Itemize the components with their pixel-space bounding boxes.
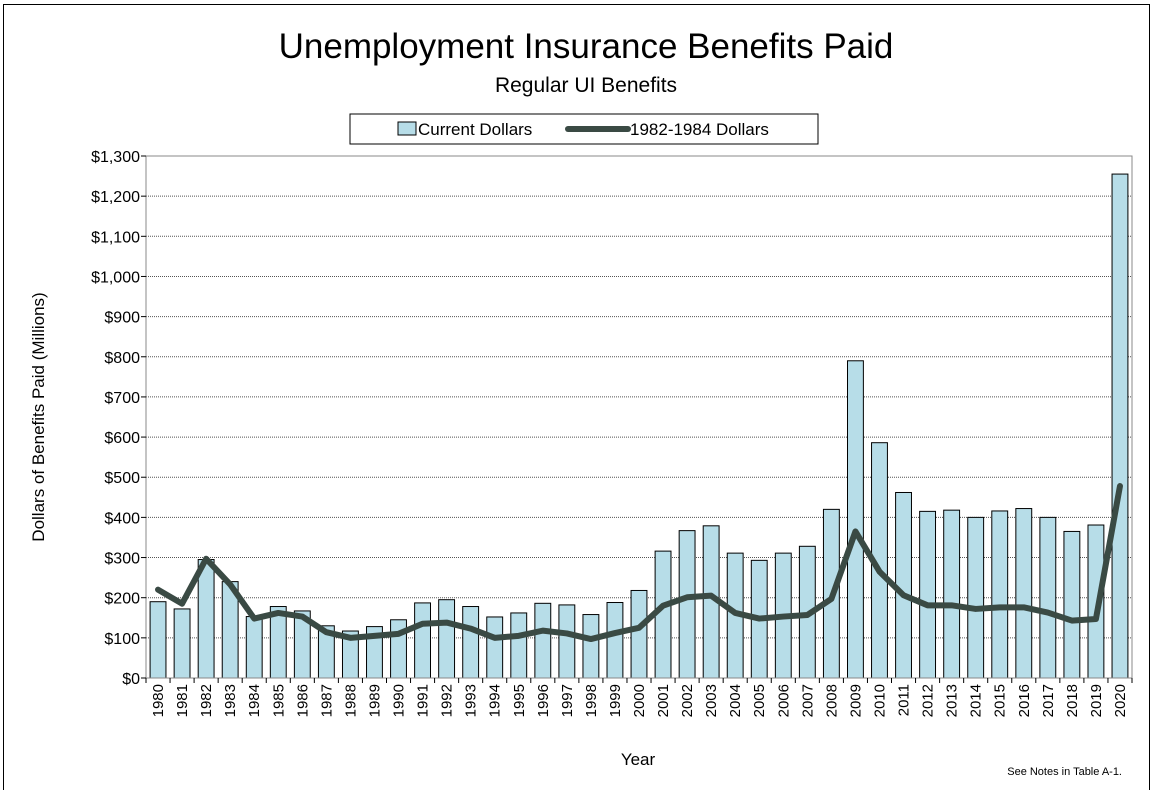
bar-2014 (967, 516, 985, 679)
x-tick-label: 2006 (775, 684, 792, 717)
x-tick-label: 1994 (487, 684, 504, 717)
bar-1999 (606, 602, 624, 679)
x-tick-label: 1998 (583, 684, 600, 717)
x-tick-label: 1992 (439, 684, 456, 717)
bar-1981 (173, 608, 191, 679)
x-tick-label: 1981 (174, 684, 191, 717)
y-tick-label: $1,200 (91, 189, 140, 206)
x-tick-label: 1983 (222, 684, 239, 717)
bar-2013 (943, 509, 961, 679)
x-tick-label: 1986 (294, 684, 311, 717)
y-tick-label: $900 (104, 310, 140, 327)
chart-subtitle: Regular UI Benefits (495, 74, 677, 97)
x-tick-label: 2010 (871, 684, 888, 717)
bar-1996 (534, 602, 552, 679)
bar-2009 (847, 360, 864, 679)
x-tick-label: 1989 (366, 684, 383, 717)
legend-label-current-dollars: Current Dollars (418, 120, 532, 139)
bar-2011 (895, 491, 912, 679)
x-tick-label: 2001 (655, 684, 672, 717)
bar-1994 (486, 616, 504, 679)
gridlines (146, 195, 1132, 639)
x-tick-label: 1993 (463, 684, 480, 717)
x-tick-label: 2016 (1016, 684, 1033, 717)
bar-2015 (991, 510, 1009, 679)
x-tick-label: 2020 (1112, 684, 1129, 717)
x-tick-label: 2017 (1040, 684, 1057, 717)
bar-1995 (510, 612, 528, 679)
x-tick-label: 2014 (968, 684, 985, 717)
y-tick-label: $200 (104, 591, 140, 608)
x-tick-label: 2004 (727, 684, 744, 717)
x-tick-label: 1987 (318, 684, 335, 717)
x-tick-label: 2019 (1088, 684, 1105, 717)
x-tick-label: 2003 (703, 684, 720, 717)
plot-area-border (145, 155, 1133, 679)
y-tick-label: $600 (104, 430, 140, 447)
x-tick-label: 2018 (1064, 684, 1081, 717)
x-tick-label: 2012 (920, 684, 937, 717)
bar-1982 (197, 559, 215, 679)
y-tick-label: $1,100 (91, 229, 140, 246)
bars (149, 173, 1129, 679)
y-tick-label: $800 (104, 350, 140, 367)
bar-2017 (1039, 516, 1057, 679)
bar-2002 (678, 530, 696, 679)
x-tick-label: 1984 (246, 684, 263, 717)
y-axis-label: Dollars of Benefits Paid (Millions) (29, 292, 48, 541)
series-line-constant-dollars (155, 483, 1123, 643)
x-axis-label: Year (621, 750, 656, 769)
x-axis: 1980 1981 1982 1983 1984 1985 1986 1987 1988 1989… (145, 678, 1133, 717)
y-tick-label: $1,000 (91, 269, 140, 286)
bar-1998 (582, 614, 600, 679)
bar-1993 (462, 606, 480, 679)
bar-2018 (1063, 530, 1081, 679)
x-tick-label: 1996 (535, 684, 552, 717)
chart-title: Unemployment Insurance Benefits Paid (279, 27, 894, 66)
bar-1984 (245, 616, 263, 679)
y-tick-label: $700 (104, 390, 140, 407)
y-tick-label: $400 (104, 510, 140, 527)
y-axis: $0 $100 $200 $300 $400 $500 $600 $700 $800 $900 $1… (91, 149, 146, 688)
x-tick-label: 1999 (607, 684, 624, 717)
x-tick-label: 1990 (391, 684, 408, 717)
x-tick-label: 1995 (511, 684, 528, 717)
y-tick-label: $300 (104, 551, 140, 568)
x-tick-label: 2015 (992, 684, 1009, 717)
x-tick-label: 2000 (631, 684, 648, 717)
bar-1992 (438, 599, 456, 679)
x-tick-label: 1997 (559, 684, 576, 717)
x-tick-label: 1988 (342, 684, 359, 717)
footnote: See Notes in Table A-1. (1007, 766, 1122, 778)
bar-2016 (1015, 508, 1033, 679)
legend-label-constant-dollars: 1982-1984 Dollars (630, 120, 769, 139)
bar-1991 (414, 602, 431, 679)
x-tick-label: 2011 (896, 684, 913, 716)
x-tick-label: 1985 (270, 684, 287, 717)
y-tick-label: $500 (104, 470, 140, 487)
x-tick-label: 2009 (847, 684, 864, 717)
bar-2000 (630, 589, 648, 679)
x-tick-label: 1982 (198, 684, 215, 717)
y-tick-label: $1,300 (91, 149, 140, 166)
y-tick-label: $0 (122, 671, 140, 688)
x-tick-label: 2007 (799, 684, 816, 717)
x-tick-label: 2008 (823, 684, 840, 717)
bar-1980 (149, 601, 167, 679)
bar-1997 (558, 604, 576, 679)
bar-2020 (1111, 173, 1129, 679)
x-tick-label: 1980 (150, 684, 167, 717)
bar-2012 (919, 510, 937, 679)
legend: Current Dollars 1982-1984 Dollars (349, 113, 819, 145)
legend-swatch-current-dollars (397, 121, 417, 136)
x-tick-label: 2002 (679, 684, 696, 717)
x-tick-label: 2013 (944, 684, 961, 717)
y-tick-label: $100 (104, 631, 140, 648)
x-tick-label: 2005 (751, 684, 768, 717)
x-tick-label: 1991 (415, 684, 432, 717)
chart-frame (3, 4, 1150, 790)
